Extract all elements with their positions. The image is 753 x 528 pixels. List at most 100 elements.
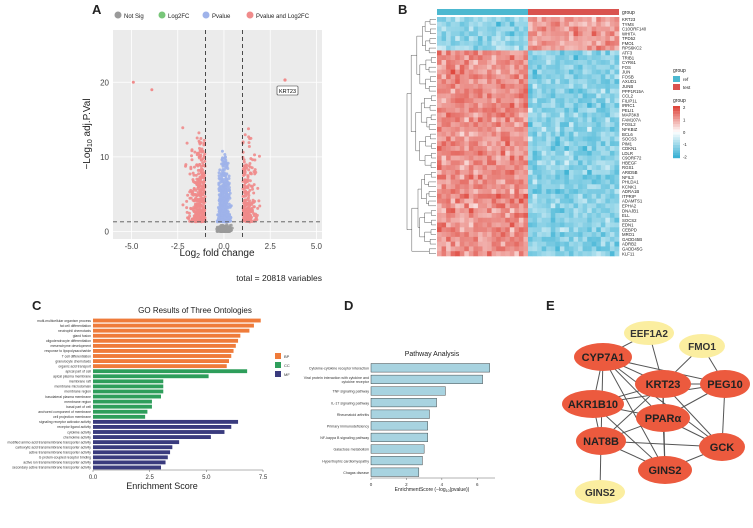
heatmap-cell <box>468 189 474 195</box>
volcano-point <box>253 153 257 157</box>
heatmap-cell <box>587 26 592 32</box>
volcano-point <box>188 172 192 176</box>
heatmap-cell <box>550 203 556 209</box>
heatmap-cell <box>446 155 451 161</box>
heatmap-cell <box>591 83 597 89</box>
heatmap-cell <box>477 217 483 223</box>
heatmap-cell <box>596 31 602 37</box>
heatmap-cell <box>505 55 511 61</box>
volcano-point <box>244 194 248 198</box>
heatmap-cell <box>518 74 524 80</box>
heatmap-cell <box>473 117 479 123</box>
heatmap-cell <box>568 131 574 137</box>
heatmap-cell <box>559 179 565 185</box>
heatmap-cell <box>587 236 592 242</box>
volcano-point <box>226 161 230 165</box>
heatmap-cell <box>514 69 520 75</box>
heatmap-cell <box>500 126 506 133</box>
heatmap-gene-label: JUN <box>622 70 630 75</box>
heatmap-cell <box>591 193 597 199</box>
volcano-point <box>217 210 221 214</box>
krt23-label-box <box>276 85 299 96</box>
heatmap-cell <box>541 69 547 75</box>
volcano-point <box>227 193 231 197</box>
heatmap-cell <box>450 141 456 147</box>
heatmap-cell <box>564 40 570 46</box>
heatmap-cell <box>523 193 529 199</box>
heatmap-cell <box>500 241 506 247</box>
heatmap-cell <box>505 103 511 109</box>
heatmap-cell <box>550 217 556 223</box>
heatmap-dendrogram-branch <box>426 117 432 128</box>
heatmap-cell <box>541 227 547 233</box>
heatmap-cell <box>437 26 442 32</box>
heatmap-cell <box>505 155 511 161</box>
panel-label-d: D <box>344 298 353 313</box>
heatmap-cell <box>614 193 620 199</box>
volcano-point <box>243 212 247 216</box>
heatmap-cell <box>468 227 474 233</box>
heatmap-dendrogram-branch <box>426 193 430 204</box>
heatmap-scale-step <box>673 108 680 112</box>
pathway-chart-title: Pathway Analysis <box>405 351 460 358</box>
heatmap-cell <box>514 189 520 195</box>
heatmap-cell <box>591 26 597 32</box>
heatmap-gene-label: ADRB2 <box>622 242 637 247</box>
heatmap-cell <box>441 117 447 123</box>
heatmap-cell <box>568 17 574 23</box>
volcano-point <box>245 179 249 183</box>
heatmap-scale-step <box>673 147 680 151</box>
heatmap-cell <box>578 241 583 247</box>
heatmap-cell <box>550 227 556 233</box>
pathway-category-label: NF-kappa B signaling pathway <box>320 436 369 440</box>
heatmap-cell <box>455 36 461 42</box>
heatmap-cell <box>546 103 552 109</box>
heatmap-cell <box>518 26 524 32</box>
heatmap-cell <box>614 136 620 142</box>
heatmap-cell <box>609 98 615 104</box>
heatmap-cell <box>568 222 574 228</box>
heatmap-cell <box>600 251 606 257</box>
heatmap-cell <box>600 93 606 99</box>
heatmap-cell <box>609 146 615 152</box>
volcano-point <box>197 172 201 176</box>
heatmap-cell <box>437 165 442 171</box>
heatmap-cell <box>446 55 451 61</box>
heatmap-cell <box>600 241 606 247</box>
heatmap-cell <box>482 21 488 27</box>
heatmap-cell <box>609 131 615 137</box>
heatmap-cell <box>528 112 533 118</box>
heatmap-cell <box>446 246 451 252</box>
heatmap-cell <box>477 241 483 247</box>
volcano-point <box>185 141 189 145</box>
heatmap-cell <box>496 198 501 204</box>
heatmap-cell <box>459 60 465 66</box>
heatmap-cell <box>446 241 451 247</box>
heatmap-cell <box>459 203 465 209</box>
heatmap-cell <box>459 26 465 32</box>
heatmap-cell <box>523 107 529 113</box>
heatmap-cell <box>559 251 565 257</box>
volcano-point <box>193 180 197 184</box>
heatmap-cell <box>528 241 533 247</box>
heatmap-cell <box>550 208 556 214</box>
heatmap-cell <box>459 165 465 171</box>
heatmap-cell <box>482 169 488 176</box>
heatmap-cell <box>573 160 579 166</box>
heatmap-cell <box>496 169 501 176</box>
heatmap-cell <box>537 169 542 176</box>
heatmap-cell <box>605 160 611 166</box>
heatmap-cell <box>614 93 620 99</box>
heatmap-cell <box>609 21 615 27</box>
heatmap-cell <box>587 232 592 238</box>
heatmap-cell <box>546 169 552 176</box>
heatmap-cell <box>514 198 520 204</box>
heatmap-scale-step <box>673 142 680 146</box>
heatmap-cell <box>518 184 524 190</box>
heatmap-cell <box>473 79 479 85</box>
volcano-point <box>194 217 198 221</box>
volcano-point <box>220 211 224 215</box>
heatmap-cell <box>528 31 533 37</box>
heatmap-cell <box>491 17 497 23</box>
volcano-point <box>220 157 224 161</box>
